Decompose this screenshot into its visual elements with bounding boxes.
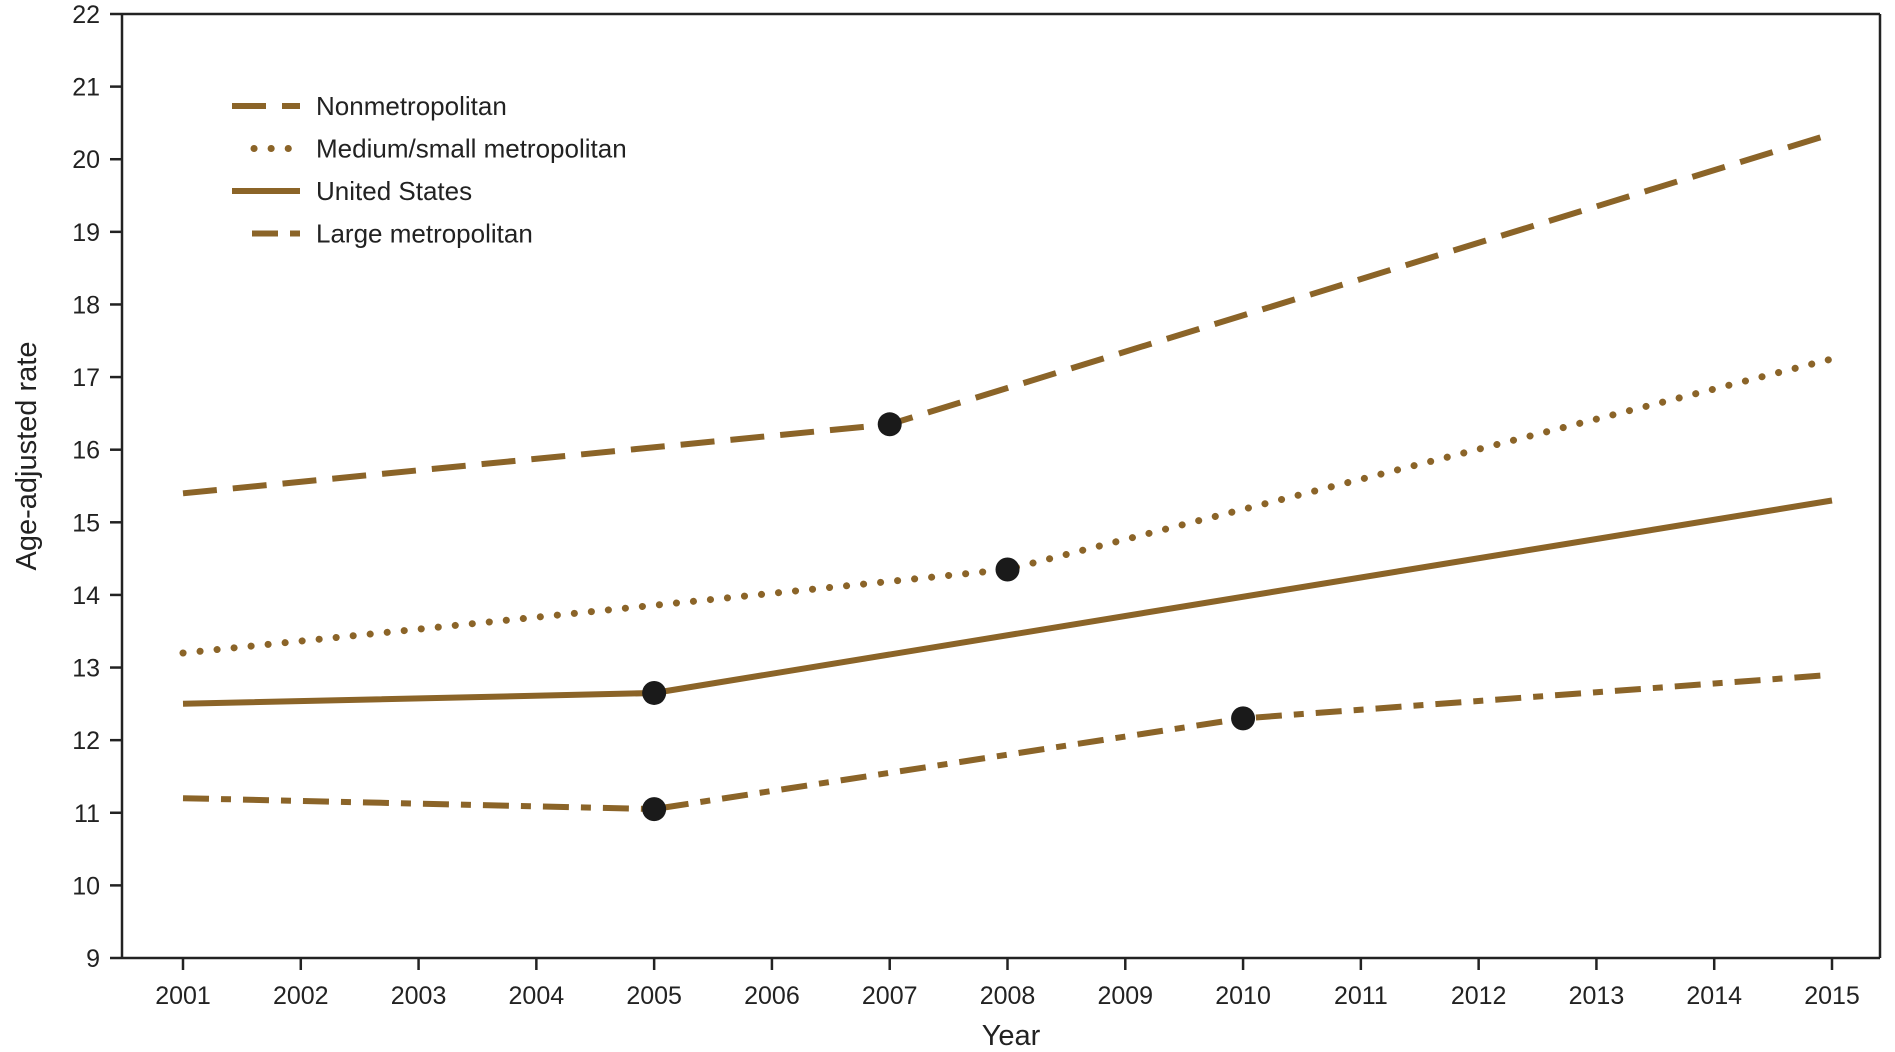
y-tick-label: 18	[72, 291, 100, 319]
y-tick-label: 22	[72, 1, 100, 29]
x-tick-label: 2006	[744, 982, 800, 1010]
y-tick-label: 19	[72, 219, 100, 247]
x-ticks: 2001 2002 2003 2004 2005 2006 2007 2008 2009 2010…	[155, 958, 1860, 1010]
legend-label: Medium/small metropolitan	[316, 134, 627, 164]
inflection-point-marker	[995, 557, 1020, 582]
inflection-point-marker	[642, 680, 667, 705]
y-tick-label: 21	[72, 74, 100, 102]
series-line-medium-small-metropolitan	[179, 355, 1836, 657]
y-tick-label: 16	[72, 437, 100, 465]
x-tick-label: 2005	[626, 982, 682, 1010]
x-tick-label: 2007	[862, 982, 918, 1010]
x-tick-label: 2011	[1334, 982, 1388, 1010]
inflection-point-marker	[642, 797, 667, 822]
x-tick-label: 2003	[391, 982, 447, 1010]
y-ticks: 9 10 11 12 13 14 15 16 17 18 19 20 21 22	[72, 1, 122, 973]
x-tick-label: 2015	[1804, 982, 1860, 1010]
x-axis-title: Year	[982, 1020, 1041, 1052]
x-tick-label: 2001	[155, 982, 211, 1010]
x-tick-label: 2012	[1451, 982, 1507, 1010]
inflection-point-marker	[877, 412, 902, 437]
y-tick-label: 13	[72, 655, 100, 683]
series-line-united-states	[182, 497, 1833, 707]
y-tick-label: 11	[74, 800, 100, 828]
legend-label: United States	[316, 176, 472, 206]
legend-label: Large metropolitan	[316, 219, 533, 249]
axes	[120, 12, 1882, 960]
series-line-large-metropolitan	[182, 671, 1833, 813]
y-tick-label: 20	[72, 146, 100, 174]
y-tick-label: 17	[72, 364, 100, 392]
legend-label: Nonmetropolitan	[316, 91, 507, 121]
x-tick-label: 2014	[1686, 982, 1742, 1010]
y-tick-label: 12	[72, 727, 100, 755]
legend: Nonmetropolitan Medium/small metropolitan…	[232, 91, 627, 249]
x-tick-label: 2013	[1569, 982, 1625, 1010]
series-markers	[642, 412, 1256, 822]
x-tick-label: 2002	[273, 982, 329, 1010]
x-tick-label: 2004	[509, 982, 565, 1010]
x-tick-label: 2010	[1215, 982, 1271, 1010]
y-axis-title: Age-adjusted rate	[11, 342, 43, 571]
y-tick-label: 9	[86, 945, 100, 973]
inflection-point-marker	[1231, 706, 1256, 731]
y-tick-label: 15	[72, 509, 100, 537]
x-tick-label: 2009	[1097, 982, 1153, 1010]
y-tick-label: 10	[72, 872, 100, 900]
y-tick-label: 14	[72, 582, 100, 610]
x-tick-label: 2008	[980, 982, 1036, 1010]
